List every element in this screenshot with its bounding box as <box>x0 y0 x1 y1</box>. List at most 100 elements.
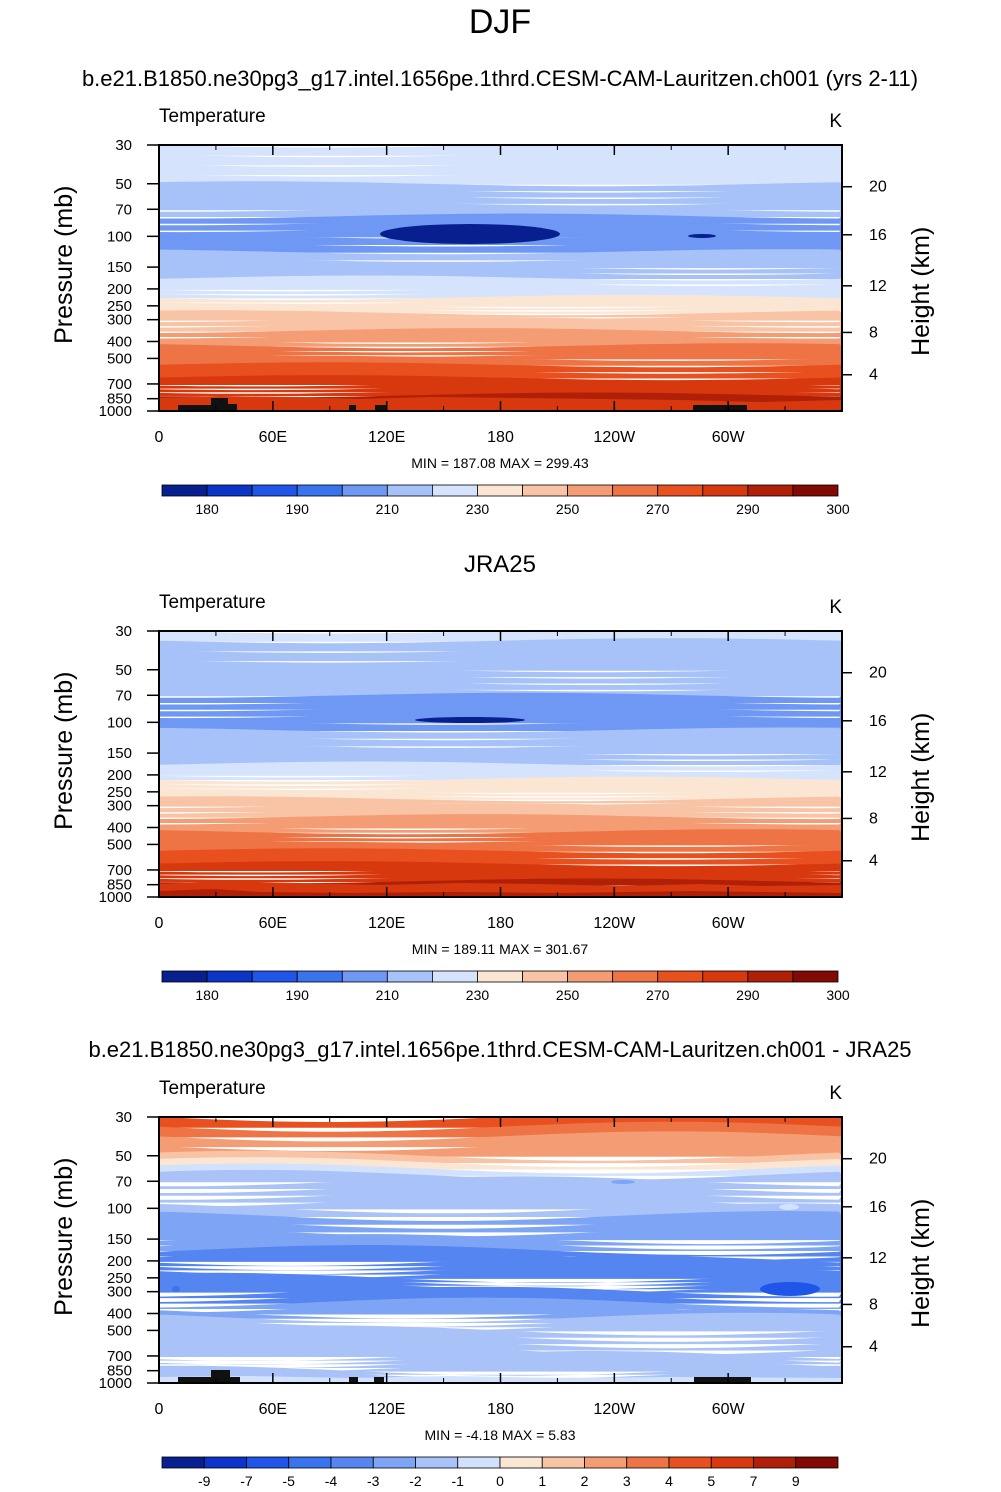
colorbar-label: -3 <box>367 1473 380 1489</box>
y-tick-label: 250 <box>107 784 132 801</box>
colorbar-box <box>477 970 523 983</box>
contour-band <box>159 241 842 253</box>
land-block <box>694 1377 751 1383</box>
y-tick-label: 400 <box>107 819 132 836</box>
colorbar-label: 5 <box>707 1473 715 1489</box>
y-tick-label: 850 <box>107 391 132 408</box>
colorbar-model: 180 190 210 230 250 270 290 300 <box>161 484 850 517</box>
colorbar-box <box>612 484 659 497</box>
colorbar-label: 210 <box>376 501 400 517</box>
colorbar-label: 0 <box>496 1473 504 1489</box>
y-tick-label: 500 <box>107 836 132 853</box>
colorbar-box <box>251 484 298 497</box>
colorbar-box <box>747 484 794 497</box>
x-tick-label: 60W <box>712 429 746 446</box>
y-axis-label-right: Height (km) <box>907 227 935 356</box>
anomaly-contour <box>779 1204 799 1210</box>
colorbar-box <box>206 484 253 497</box>
y-tick-label: 150 <box>107 745 132 762</box>
colorbar-label: 190 <box>286 987 310 1003</box>
land-block <box>375 405 387 411</box>
height-tick-label: 12 <box>869 278 887 295</box>
x-tick-label: 120W <box>593 1401 636 1418</box>
y-tick-label: 400 <box>107 1305 132 1322</box>
colorbar-box <box>415 1456 459 1469</box>
contour-band <box>159 686 842 697</box>
x-tick-label: 120E <box>368 915 405 932</box>
x-tick-label: 60W <box>712 915 746 932</box>
colorbar-box <box>612 970 659 983</box>
anomaly-contour <box>172 1286 180 1292</box>
contour-band <box>159 1344 842 1357</box>
y-tick-label: 30 <box>115 137 132 154</box>
height-tick-label: 12 <box>869 764 887 781</box>
colorbar-label: 4 <box>665 1473 673 1489</box>
land-block <box>349 1377 358 1383</box>
colorbar-label: 210 <box>376 987 400 1003</box>
colorbar-box <box>584 1456 628 1469</box>
y-tick-label: 150 <box>107 1231 132 1248</box>
colorbar-label: 230 <box>466 501 490 517</box>
height-tick-label: 8 <box>869 1296 878 1313</box>
figure-title: DJF <box>469 3 531 41</box>
contour-band <box>159 322 842 332</box>
contour-band <box>159 1362 842 1372</box>
x-tick-label: 180 <box>487 915 514 932</box>
land-block <box>211 1370 230 1383</box>
contour-band <box>159 814 842 824</box>
colorbar-box <box>710 1456 754 1469</box>
contour-band <box>159 719 842 732</box>
y-tick-label: 300 <box>107 312 132 329</box>
land-block <box>228 1377 240 1383</box>
x-tick-label: 120W <box>593 429 636 446</box>
y-tick-label: 700 <box>107 1348 132 1365</box>
colorbar-box <box>206 970 253 983</box>
contour-band <box>159 803 842 813</box>
contour-band <box>159 200 842 211</box>
panel-title-observations: JRA25 <box>464 551 536 578</box>
colorbar-box <box>296 484 343 497</box>
contour-bands-difference <box>159 1117 842 1383</box>
contour-band <box>159 171 842 185</box>
height-tick-label: 4 <box>869 853 878 870</box>
colorbar-box <box>341 970 388 983</box>
y-tick-label: 250 <box>107 1270 132 1287</box>
y-tick-label: 100 <box>107 228 132 245</box>
contour-band <box>159 313 842 321</box>
y-tick-label: 500 <box>107 1322 132 1339</box>
colorbar-box <box>657 484 704 497</box>
colorbar-label: 290 <box>736 987 760 1003</box>
colorbar-box <box>296 970 343 983</box>
colorbar-observations: 180 190 210 230 250 270 290 300 <box>161 970 850 1003</box>
panel-difference: b.e21.B1850.ne30pg3_g17.intel.1656pe.1th… <box>50 1037 935 1489</box>
anomaly-contour <box>611 1180 635 1184</box>
colorbar-box <box>161 484 208 497</box>
land-block <box>693 405 747 411</box>
height-tick-label: 8 <box>869 810 878 827</box>
colorbar-box <box>161 970 208 983</box>
x-tick-label: 0 <box>155 915 164 932</box>
contour-band <box>159 1189 842 1203</box>
y-tick-label: 400 <box>107 333 132 350</box>
height-tick-label: 20 <box>869 1151 887 1168</box>
units-label-observations: K <box>829 597 842 618</box>
y-tick-label: 70 <box>115 201 132 218</box>
y-axis-label-right: Height (km) <box>907 713 935 842</box>
units-label-model: K <box>829 111 842 132</box>
land-block <box>178 405 213 411</box>
x-tick-label: 120E <box>368 1401 405 1418</box>
x-tick-label: 60E <box>259 1401 287 1418</box>
variable-label-model: Temperature <box>159 106 266 127</box>
colorbar-box <box>386 484 433 497</box>
y-tick-label: 100 <box>107 714 132 731</box>
colorbar-box <box>203 1456 247 1469</box>
colorbar-box <box>541 1456 585 1469</box>
height-tick-label: 16 <box>869 713 887 730</box>
y-tick-label: 250 <box>107 298 132 315</box>
x-tick-label: 120E <box>368 429 405 446</box>
colorbar-box <box>522 484 568 497</box>
contour-band <box>159 799 842 807</box>
contour-band <box>159 206 842 218</box>
